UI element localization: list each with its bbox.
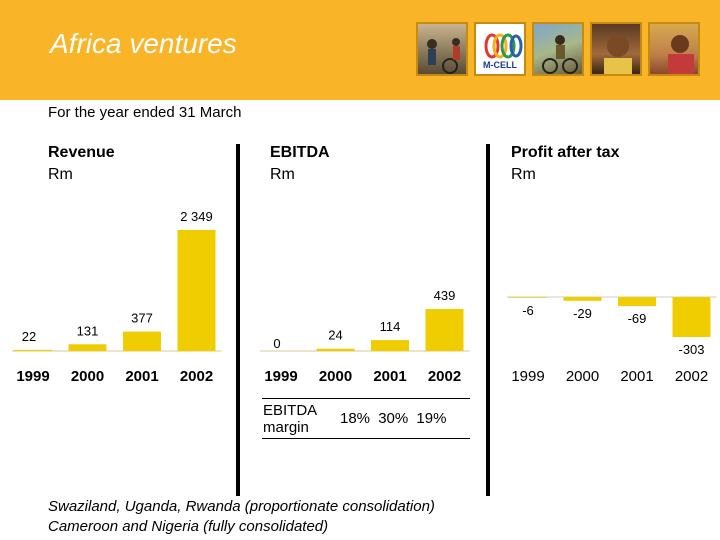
revenue-value-label-1999: 22 [22, 329, 36, 344]
street-scene-photo [416, 22, 468, 76]
pat-title: Profit after tax [511, 144, 620, 161]
revenue-tick-label-2001: 2001 [125, 368, 158, 385]
pat-value-label-2001: -69 [628, 311, 647, 326]
portrait-photo [590, 22, 642, 76]
pat-bar-2000 [563, 297, 602, 301]
pat-bar-1999 [509, 297, 547, 298]
revenue-bar-1999 [14, 349, 52, 351]
pat-value-label-2002: -303 [678, 342, 704, 357]
ebitda-value-label-1999: 0 [273, 336, 280, 351]
pat-tick-label-2001: 2001 [620, 368, 653, 385]
ebitda-margin-label-line1: EBITDA [263, 402, 318, 419]
m-cell-logo-text: M-CELL [483, 60, 517, 70]
revenue-value-label-2000: 131 [77, 323, 99, 338]
ebitda-tick-label-2001: 2001 [373, 368, 406, 385]
pat-tick-label-1999: 1999 [511, 368, 544, 385]
ebitda-margin-label-line2: margin [263, 419, 309, 436]
revenue-unit: Rm [48, 166, 73, 183]
ebitda-value-label-2000: 24 [328, 328, 342, 343]
pat-value-label-2000: -29 [573, 306, 592, 321]
ebitda-bar-2000 [316, 348, 355, 351]
revenue-tick-label-2002: 2002 [180, 368, 213, 385]
pat-bar-2002 [672, 297, 711, 337]
revenue-tick-label-2000: 2000 [71, 368, 104, 385]
pat-tick-label-2002: 2002 [675, 368, 708, 385]
revenue-title: Revenue [48, 144, 115, 161]
ebitda-bar-2002 [425, 309, 464, 351]
ebitda-value-label-2001: 114 [380, 319, 401, 334]
revenue-value-label-2002: 2 349 [180, 209, 213, 224]
ebitda-tick-label-2002: 2002 [428, 368, 461, 385]
pat-heading: Profit after tax Rm [511, 142, 619, 186]
ebitda-margin-label: EBITDA margin [263, 402, 317, 436]
footnote: Swaziland, Uganda, Rwanda (proportionate… [48, 497, 435, 537]
divider-left [236, 144, 240, 496]
ebitda-bar-2001 [371, 340, 409, 351]
pat-tick-label-2000: 2000 [566, 368, 599, 385]
ebitda-margin-values: 18% 30% 19% [340, 410, 447, 427]
pat-value-label-1999: -6 [522, 303, 534, 318]
ebitda-tick-label-1999: 1999 [264, 368, 297, 385]
margin-bottom-rule [262, 438, 470, 439]
ebitda-title: EBITDA [270, 144, 330, 161]
footnote-line1: Swaziland, Uganda, Rwanda (proportionate… [48, 498, 435, 515]
slide-title: Africa ventures [50, 28, 237, 59]
revenue-heading: Revenue Rm [48, 142, 115, 186]
footnote-line2: Cameroon and Nigeria (fully consolidated… [48, 518, 329, 535]
ebitda-heading: EBITDA Rm [270, 142, 330, 186]
child-photo [648, 22, 700, 76]
revenue-bar-2002 [177, 230, 216, 351]
ebitda-unit: Rm [270, 166, 295, 183]
ebitda-value-label-2002: 439 [434, 288, 456, 303]
cyclist-photo [532, 22, 584, 76]
period-subtitle: For the year ended 31 March [48, 104, 242, 121]
pat-bar-2001 [618, 297, 656, 307]
m-cell-logo: M-CELL [474, 22, 526, 76]
revenue-bar-2001 [123, 331, 161, 351]
pat-unit: Rm [511, 166, 536, 183]
revenue-value-label-2001: 377 [131, 311, 153, 326]
ebitda-tick-label-2000: 2000 [319, 368, 352, 385]
margin-top-rule [262, 398, 470, 399]
revenue-bar-2000 [68, 344, 107, 351]
revenue-tick-label-1999: 1999 [16, 368, 49, 385]
divider-right [486, 144, 490, 496]
